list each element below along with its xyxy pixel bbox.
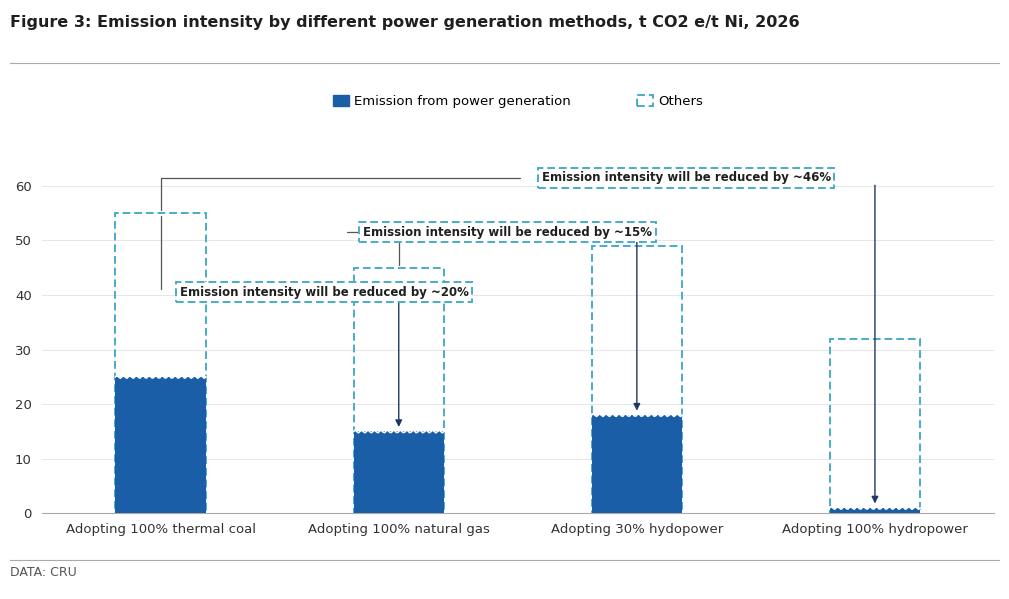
Bar	[591, 246, 682, 513]
Bar	[115, 213, 206, 513]
Text: DATA: CRU: DATA: CRU	[10, 566, 77, 579]
Text: Emission intensity will be reduced by ~15%: Emission intensity will be reduced by ~1…	[363, 226, 652, 238]
Bar	[115, 377, 206, 513]
Legend: Emission from power generation, Others: Emission from power generation, Others	[328, 89, 708, 113]
Bar	[591, 415, 682, 513]
Bar	[353, 431, 444, 513]
Bar	[829, 508, 920, 513]
Text: Emission intensity will be reduced by ~20%: Emission intensity will be reduced by ~2…	[180, 286, 468, 299]
Bar	[353, 268, 444, 513]
Text: Figure 3: Emission intensity by different power generation methods, t CO2 e/t Ni: Figure 3: Emission intensity by differen…	[10, 15, 800, 30]
Bar	[829, 338, 920, 513]
Text: Emission intensity will be reduced by ~46%: Emission intensity will be reduced by ~4…	[542, 171, 830, 184]
